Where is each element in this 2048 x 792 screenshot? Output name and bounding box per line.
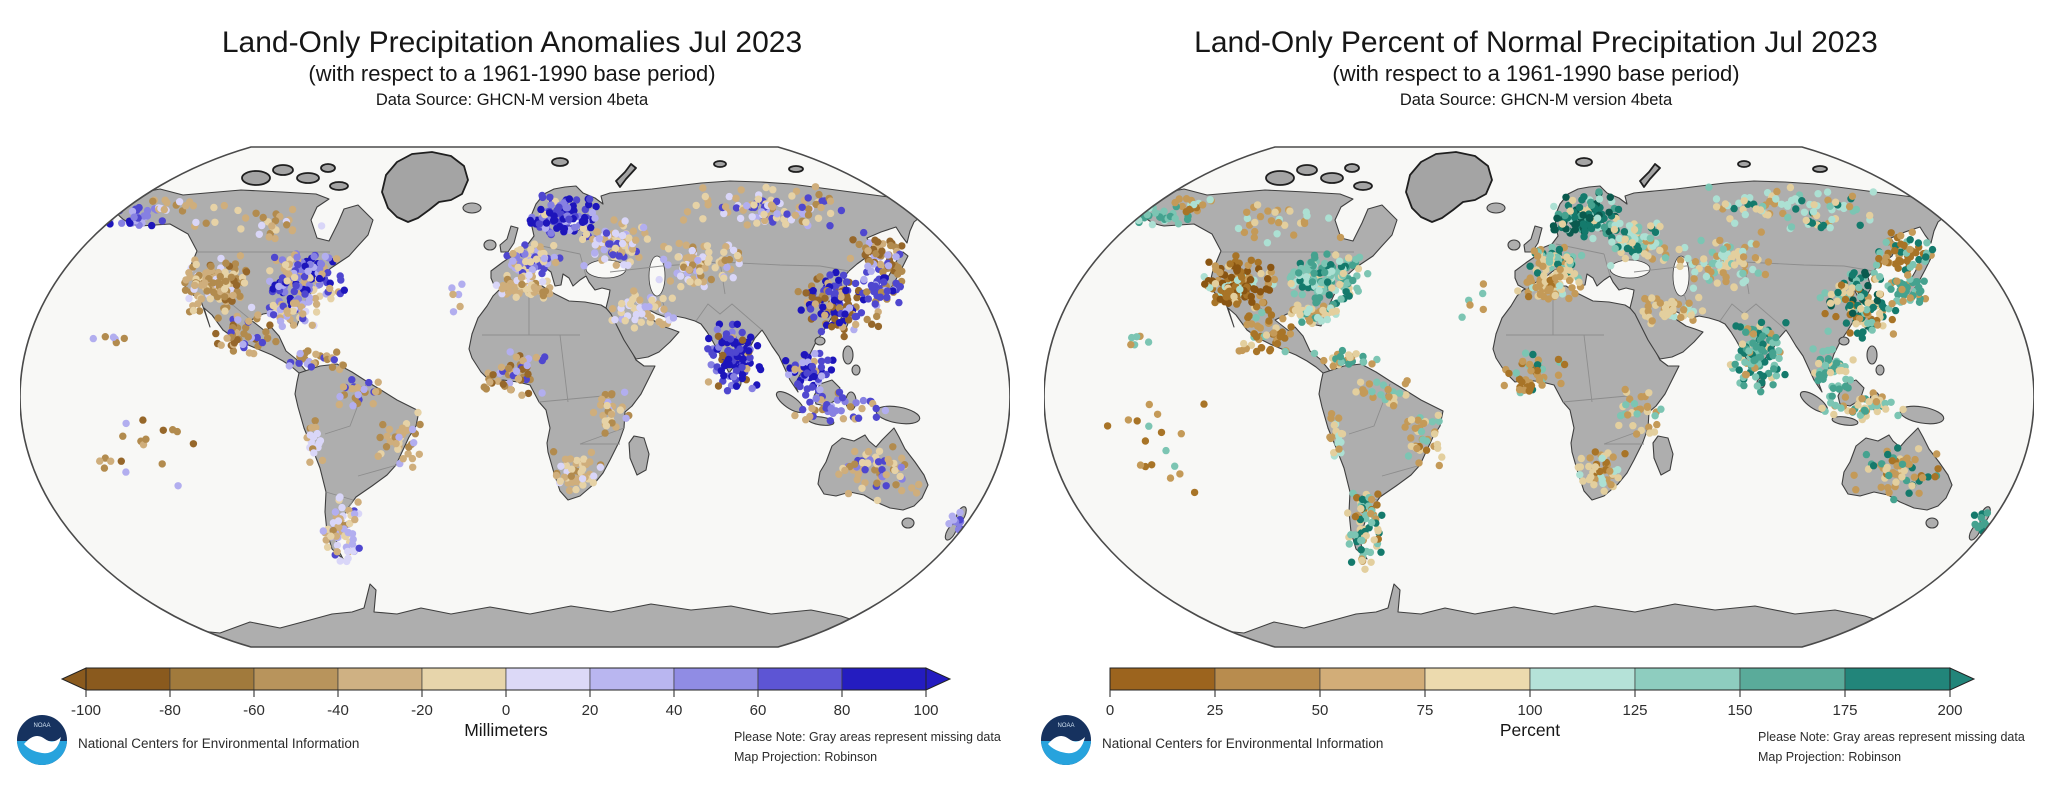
note-missing-data: Please Note: Gray areas represent missin…: [734, 730, 1001, 744]
colorbar-millimeters: -100 -80 -60 -40 -20 0 20 40 60 80 100 Millimeters: [60, 667, 952, 740]
station-dots: [1103, 183, 1992, 573]
map-notes: Please Note: Gray areas represent missin…: [734, 727, 1001, 767]
org-name: National Centers for Environmental Infor…: [78, 736, 360, 751]
svg-text:-100: -100: [71, 702, 101, 719]
svg-text:Percent: Percent: [1500, 720, 1560, 740]
world-map-anomalies: [20, 146, 1010, 648]
svg-text:175: 175: [1832, 702, 1857, 719]
map-subtitle: (with respect to a 1961-1990 base period…: [1332, 61, 1740, 86]
world-map-percent: [1044, 146, 2034, 648]
svg-text:-60: -60: [243, 702, 265, 719]
svg-text:80: 80: [834, 702, 851, 719]
note-missing-data: Please Note: Gray areas represent missin…: [1758, 730, 2025, 744]
svg-text:-80: -80: [159, 702, 181, 719]
svg-text:60: 60: [750, 702, 767, 719]
org-name: National Centers for Environmental Infor…: [1102, 736, 1384, 751]
svg-text:200: 200: [1937, 702, 1962, 719]
svg-text:0: 0: [502, 702, 510, 719]
svg-text:50: 50: [1312, 702, 1329, 719]
svg-text:0: 0: [1106, 702, 1114, 719]
svg-text:25: 25: [1207, 702, 1224, 719]
svg-text:100: 100: [1517, 702, 1542, 719]
svg-text:75: 75: [1417, 702, 1434, 719]
panel-anomalies: Land-Only Precipitation Anomalies Jul 20…: [0, 26, 1010, 792]
panel-percent-normal: Land-Only Percent of Normal Precipitatio…: [1024, 0, 2048, 792]
map-notes: Please Note: Gray areas represent missin…: [1758, 727, 2025, 767]
data-source: Data Source: GHCN-M version 4beta: [375, 91, 649, 109]
map-subtitle: (with respect to a 1961-1990 base period…: [308, 61, 716, 86]
station-dots: [89, 183, 965, 566]
data-source: Data Source: GHCN-M version 4beta: [1399, 91, 1673, 109]
svg-text:150: 150: [1727, 702, 1752, 719]
svg-text:-20: -20: [411, 702, 433, 719]
svg-text:40: 40: [666, 702, 683, 719]
svg-text:125: 125: [1622, 702, 1647, 719]
noaa-logo-icon: [16, 714, 68, 766]
svg-text:20: 20: [582, 702, 599, 719]
colorbar-percent: 0 25 50 75 100 125 150 175 200 Percent: [1106, 667, 1976, 740]
map-title: Land-Only Percent of Normal Precipitatio…: [1194, 26, 1878, 59]
svg-text:Millimeters: Millimeters: [464, 720, 548, 740]
map-title: Land-Only Precipitation Anomalies Jul 20…: [221, 26, 803, 59]
noaa-logo-icon: [1040, 714, 1092, 766]
svg-text:-40: -40: [327, 702, 349, 719]
note-projection: Map Projection: Robinson: [734, 750, 878, 764]
note-projection: Map Projection: Robinson: [1758, 750, 1902, 764]
svg-text:100: 100: [913, 702, 938, 719]
